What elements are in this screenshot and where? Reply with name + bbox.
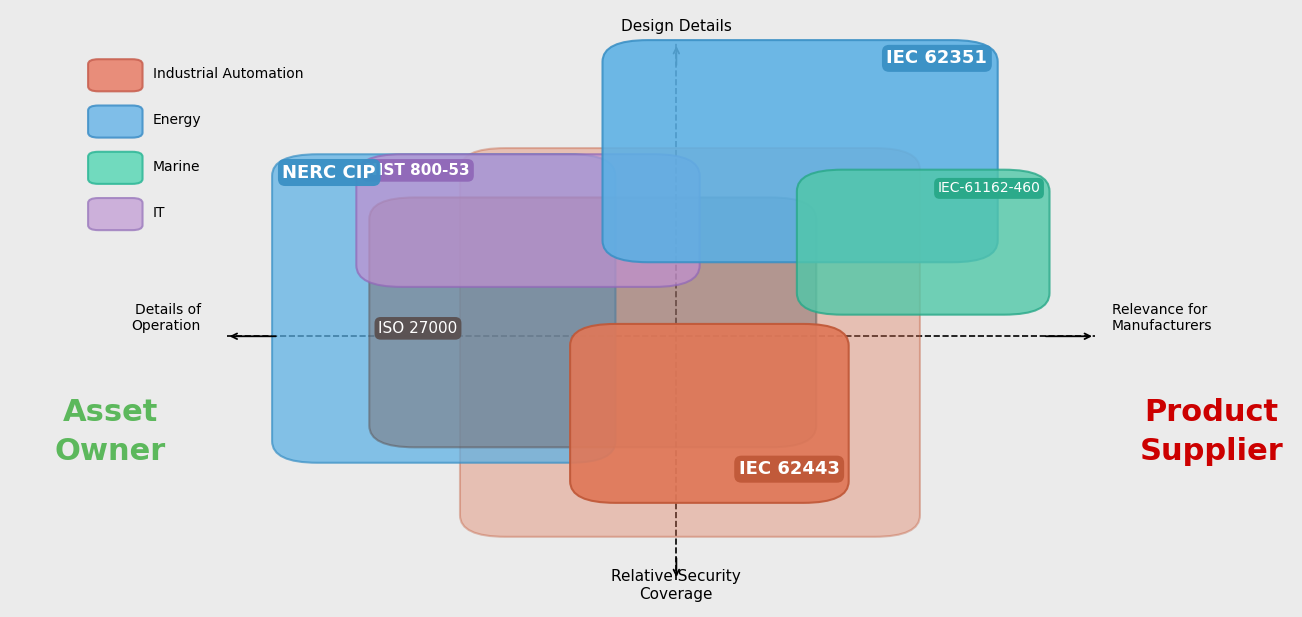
FancyBboxPatch shape bbox=[89, 59, 142, 91]
FancyBboxPatch shape bbox=[357, 154, 699, 287]
Text: Marine: Marine bbox=[152, 160, 201, 173]
Text: Industrial Automation: Industrial Automation bbox=[152, 67, 303, 81]
Text: Energy: Energy bbox=[152, 114, 202, 127]
Text: NERC CIP: NERC CIP bbox=[283, 164, 376, 181]
Text: Details of
Operation: Details of Operation bbox=[132, 303, 201, 333]
Text: NIST 800-53: NIST 800-53 bbox=[366, 163, 470, 178]
Text: IEC 62351: IEC 62351 bbox=[887, 49, 987, 67]
Text: Product
Supplier: Product Supplier bbox=[1139, 399, 1284, 465]
FancyBboxPatch shape bbox=[460, 148, 921, 537]
FancyBboxPatch shape bbox=[89, 106, 142, 138]
FancyBboxPatch shape bbox=[570, 324, 849, 503]
FancyBboxPatch shape bbox=[89, 152, 142, 184]
Text: Asset
Owner: Asset Owner bbox=[55, 399, 165, 465]
Text: Relevance for
Manufacturers: Relevance for Manufacturers bbox=[1112, 303, 1212, 333]
FancyBboxPatch shape bbox=[797, 170, 1049, 315]
Text: Design Details: Design Details bbox=[621, 19, 732, 33]
Text: Relative Security
Coverage: Relative Security Coverage bbox=[612, 569, 741, 602]
FancyBboxPatch shape bbox=[272, 154, 616, 463]
Text: IT: IT bbox=[152, 206, 165, 220]
FancyBboxPatch shape bbox=[370, 197, 816, 447]
Text: IEC 62443: IEC 62443 bbox=[738, 460, 840, 478]
Text: ISO 27000: ISO 27000 bbox=[379, 321, 457, 336]
FancyBboxPatch shape bbox=[603, 40, 997, 262]
FancyBboxPatch shape bbox=[89, 198, 142, 230]
Text: IEC-61162-460: IEC-61162-460 bbox=[937, 181, 1040, 196]
